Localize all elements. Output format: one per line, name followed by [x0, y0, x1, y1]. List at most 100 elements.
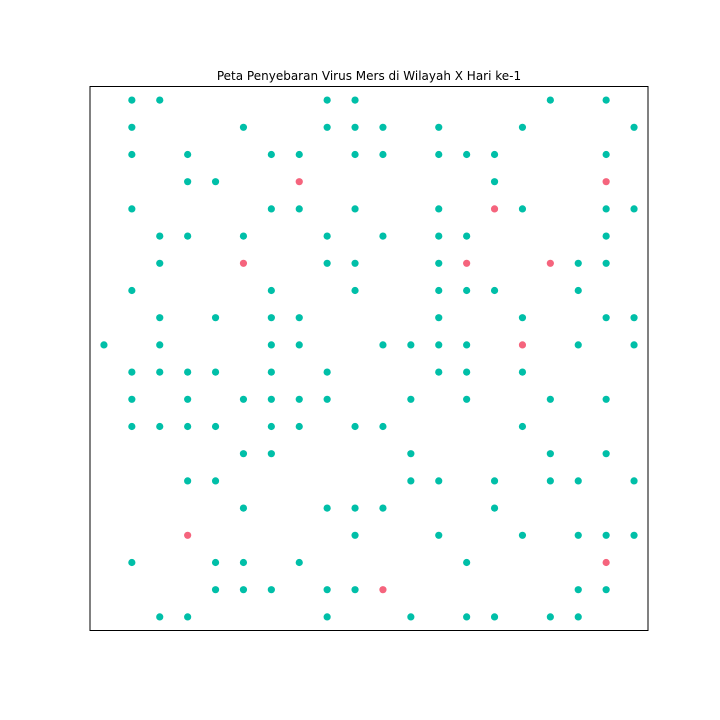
healthy-point [323, 395, 331, 403]
healthy-point [602, 586, 610, 594]
healthy-point [267, 368, 275, 376]
healthy-point [156, 422, 164, 431]
healthy-point [156, 259, 164, 267]
chart-title: Peta Penyebaran Virus Mers di Wilayah X … [217, 69, 521, 83]
healthy-point [602, 450, 610, 458]
healthy-point [128, 368, 136, 376]
infected-point [463, 259, 471, 267]
healthy-point [128, 286, 136, 295]
healthy-point [602, 314, 610, 322]
healthy-point [630, 123, 638, 131]
healthy-point [407, 395, 415, 403]
healthy-point [351, 531, 359, 539]
healthy-point [267, 450, 275, 458]
healthy-point [546, 96, 554, 104]
healthy-point [267, 150, 275, 159]
healthy-point [546, 450, 554, 458]
healthy-point [490, 504, 499, 512]
healthy-point [546, 613, 554, 621]
healthy-point [211, 558, 220, 567]
healthy-point [435, 123, 443, 131]
healthy-point [211, 422, 220, 431]
healthy-point [128, 96, 136, 104]
healthy-point [351, 96, 359, 104]
healthy-point [379, 232, 387, 240]
healthy-point [435, 259, 443, 267]
healthy-point [351, 150, 359, 159]
healthy-point [490, 178, 499, 186]
healthy-point [602, 531, 610, 539]
healthy-point [323, 232, 331, 240]
healthy-point [184, 178, 192, 186]
healthy-point [435, 341, 443, 349]
healthy-point [267, 395, 275, 403]
healthy-point [602, 150, 610, 159]
healthy-point [379, 341, 387, 349]
healthy-point [574, 613, 582, 621]
healthy-point [128, 123, 136, 131]
plot-frame [89, 86, 649, 631]
infected-point [490, 205, 499, 213]
healthy-point [184, 395, 192, 403]
healthy-point [211, 368, 220, 376]
healthy-point [323, 368, 331, 376]
healthy-point [184, 477, 192, 485]
healthy-point [156, 232, 164, 240]
healthy-point [184, 613, 192, 621]
healthy-point [574, 259, 582, 267]
healthy-point [156, 613, 164, 621]
healthy-point [351, 259, 359, 267]
healthy-point [574, 586, 582, 594]
healthy-point [490, 477, 499, 485]
healthy-point [239, 395, 248, 403]
healthy-point [128, 150, 136, 159]
infected-point [184, 531, 192, 539]
healthy-point [156, 341, 164, 349]
healthy-point [435, 150, 443, 159]
healthy-point [518, 368, 527, 376]
healthy-point [351, 586, 359, 594]
healthy-point [602, 232, 610, 240]
healthy-point [630, 531, 638, 539]
healthy-point [239, 232, 248, 240]
healthy-point [518, 422, 527, 431]
infected-point [602, 558, 610, 567]
healthy-point [184, 232, 192, 240]
healthy-point [490, 286, 499, 295]
healthy-point [574, 286, 582, 295]
healthy-point [128, 205, 136, 213]
healthy-point [379, 504, 387, 512]
healthy-point [518, 123, 527, 131]
healthy-point [463, 150, 471, 159]
healthy-point [239, 450, 248, 458]
healthy-point [351, 422, 359, 431]
healthy-point [546, 477, 554, 485]
healthy-point [239, 504, 248, 512]
healthy-point [630, 341, 638, 349]
data-points [100, 96, 638, 621]
healthy-point [435, 286, 443, 295]
healthy-point [518, 314, 527, 322]
healthy-point [100, 341, 108, 349]
healthy-point [574, 531, 582, 539]
healthy-point [211, 586, 220, 594]
infected-point [546, 259, 554, 267]
healthy-point [630, 477, 638, 485]
healthy-point [351, 504, 359, 512]
healthy-point [323, 586, 331, 594]
healthy-point [267, 586, 275, 594]
infected-point [602, 178, 610, 186]
healthy-point [602, 259, 610, 267]
healthy-point [463, 368, 471, 376]
healthy-point [351, 205, 359, 213]
healthy-point [463, 395, 471, 403]
healthy-point [630, 314, 638, 322]
healthy-point [295, 422, 303, 431]
healthy-point [379, 123, 387, 131]
healthy-point [379, 150, 387, 159]
healthy-point [184, 150, 192, 159]
healthy-point [128, 395, 136, 403]
healthy-point [463, 613, 471, 621]
healthy-point [156, 314, 164, 322]
